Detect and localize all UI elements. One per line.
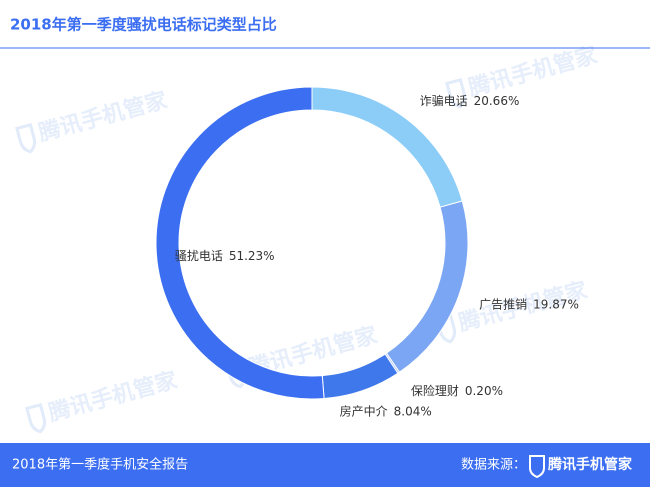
data-label: 广告推销 19.87%	[479, 297, 579, 311]
value-label: 51.23%	[229, 248, 275, 262]
category-label: 保险理财	[411, 383, 459, 398]
category-label: 广告推销	[479, 297, 527, 311]
donut-slice	[155, 86, 325, 400]
data-label: 房产中介 8.04%	[340, 403, 432, 418]
footer-source-label: 数据来源：	[461, 458, 526, 473]
footer-source: 腾讯手机管家	[548, 456, 633, 473]
value-label: 0.20%	[465, 384, 503, 398]
footer-bar	[0, 443, 650, 487]
footer-report: 2018年第一季度手机安全报告	[12, 457, 188, 473]
value-label: 20.66%	[474, 94, 520, 108]
title: 2018年第一季度骚扰电话标记类型占比	[10, 16, 277, 34]
shield-icon	[529, 455, 545, 479]
data-label: 骚扰电话 51.23%	[175, 248, 275, 262]
value-label: 8.04%	[394, 404, 432, 418]
value-label: 19.87%	[533, 297, 579, 311]
category-label: 诈骗电话	[420, 93, 468, 108]
data-label: 保险理财 0.20%	[411, 383, 503, 398]
category-label: 骚扰电话	[175, 248, 223, 262]
category-label: 房产中介	[340, 403, 388, 418]
data-label: 诈骗电话 20.66%	[420, 93, 520, 108]
donut-chart: 诈骗电话 20.66% 广告推销 19.87% 保险理财 0.20% 房产中介 8.04% 骚扰…	[155, 86, 579, 418]
